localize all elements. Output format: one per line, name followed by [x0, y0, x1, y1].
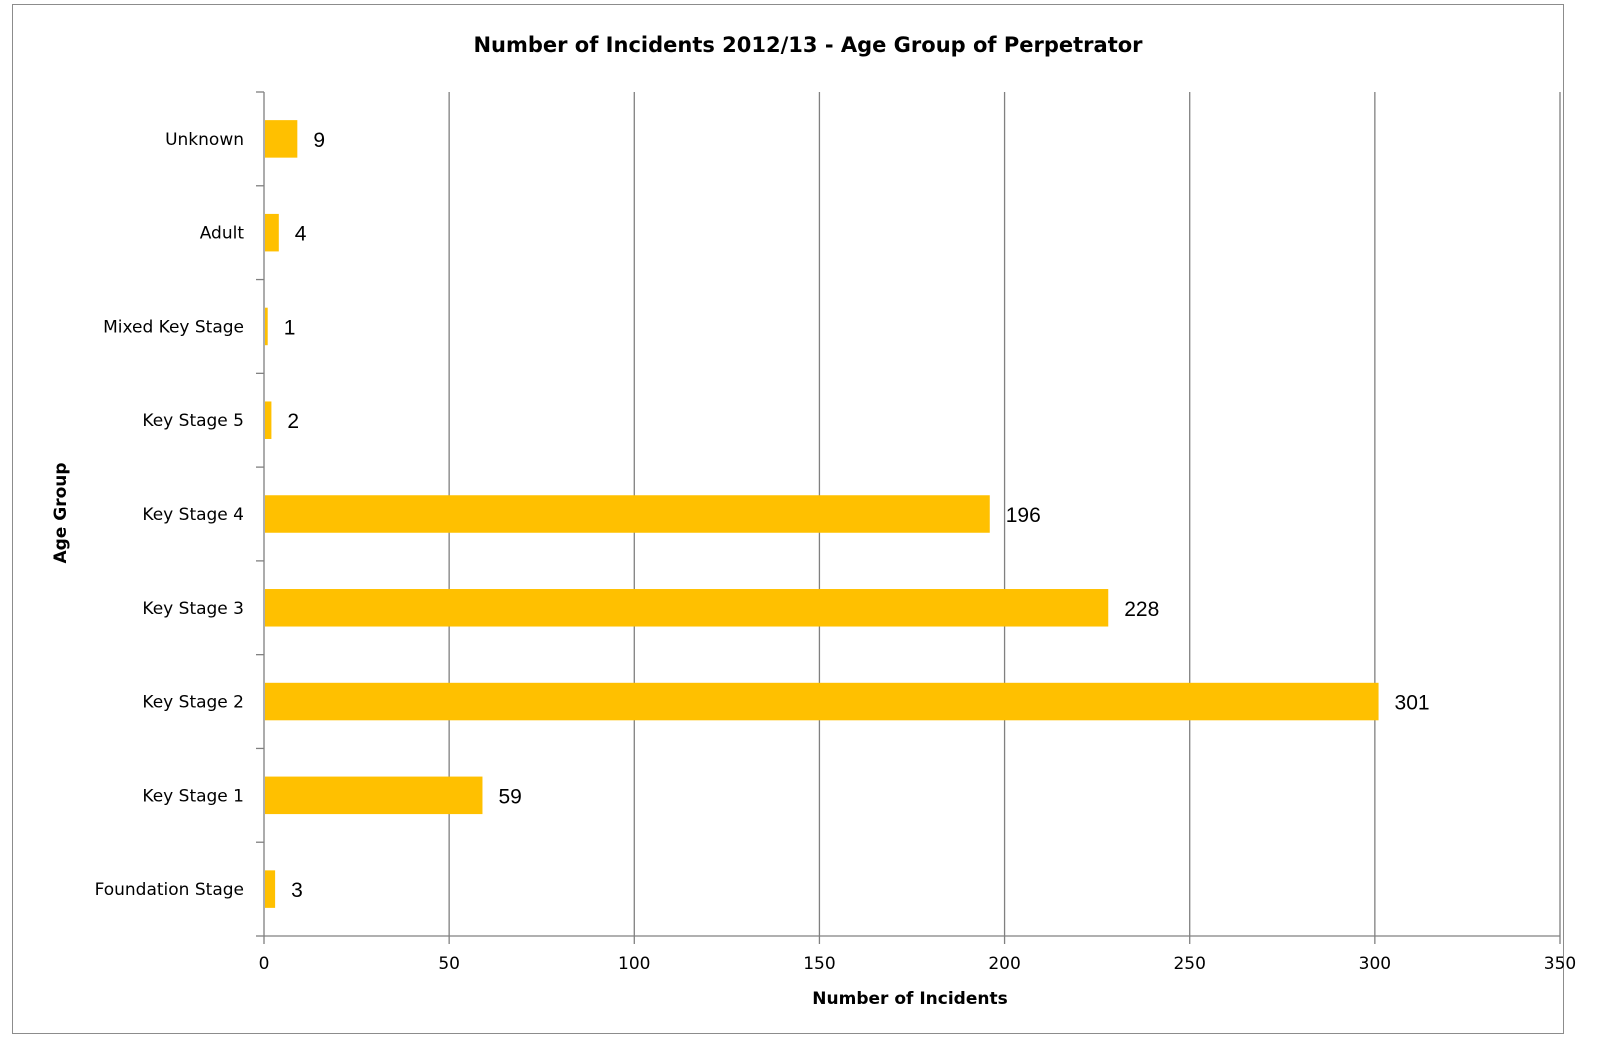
x-tick-label: 0	[259, 954, 270, 974]
y-tick-label: Foundation Stage	[95, 880, 244, 900]
x-tick-label: 50	[438, 954, 460, 974]
bars	[265, 120, 1379, 908]
x-tick-label: 250	[1173, 954, 1205, 974]
data-label: 4	[295, 223, 307, 246]
bar	[265, 401, 272, 439]
y-tick-label: Unknown	[165, 130, 244, 150]
bar	[265, 870, 276, 908]
data-label: 301	[1395, 692, 1430, 715]
data-label: 3	[291, 879, 303, 902]
x-tick-label: 350	[1544, 954, 1576, 974]
chart-title: Number of Incidents 2012/13 - Age Group …	[473, 33, 1143, 57]
data-label: 196	[1006, 504, 1041, 527]
axes	[256, 91, 1561, 944]
bar	[265, 120, 298, 158]
bar	[265, 307, 268, 346]
data-label: 9	[313, 129, 325, 152]
bar	[265, 213, 279, 252]
x-tick-label: 300	[1359, 954, 1391, 974]
data-label: 2	[287, 410, 299, 433]
x-tick-label: 100	[618, 954, 650, 974]
bar	[265, 682, 1379, 721]
data-label: 59	[498, 785, 521, 808]
x-tick-labels: 0 50 100 150 200 250 300 350	[259, 954, 1577, 974]
y-tick-label: Mixed Key Stage	[103, 317, 244, 337]
bar	[265, 776, 483, 815]
data-label: 228	[1124, 598, 1159, 621]
y-tick-label: Adult	[200, 224, 245, 244]
bar	[265, 495, 990, 533]
y-axis-title: Age Group	[51, 462, 71, 563]
x-tick-label: 200	[988, 954, 1020, 974]
y-tick-label: Key Stage 4	[142, 505, 244, 525]
data-label: 1	[284, 316, 296, 339]
y-tick-label: Key Stage 2	[142, 693, 244, 713]
data-labels: 3 59 301 228 196 2 1 4 9	[284, 129, 1430, 902]
y-tick-label: Key Stage 3	[142, 599, 244, 619]
y-tick-label: Key Stage 1	[142, 786, 244, 806]
bar	[265, 589, 1109, 627]
y-tick-label: Key Stage 5	[142, 411, 244, 431]
x-tick-label: 150	[803, 954, 835, 974]
y-tick-labels: Foundation Stage Key Stage 1 Key Stage 2 Ke…	[95, 130, 245, 900]
x-axis-title: Number of Incidents	[812, 989, 1007, 1009]
